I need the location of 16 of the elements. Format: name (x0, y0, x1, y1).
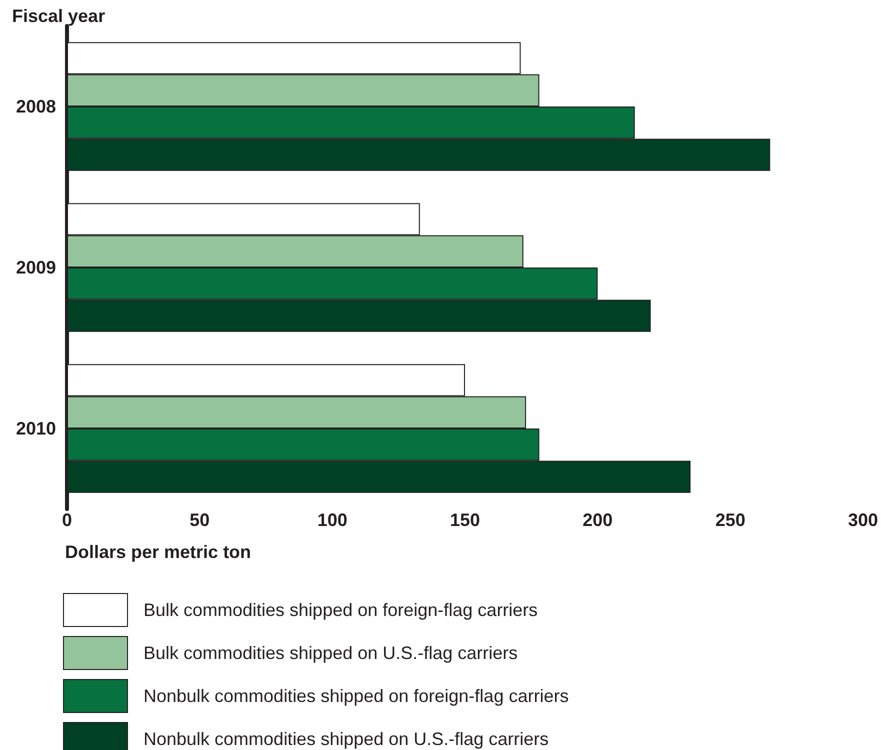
x-tick-label: 200 (582, 510, 613, 530)
x-tick-label: 50 (190, 510, 210, 530)
x-tick-label: 300 (848, 510, 878, 530)
x-tick-label: 150 (450, 510, 480, 530)
y-tick-label: 2008 (16, 96, 56, 116)
x-axis-title: Dollars per metric ton (65, 542, 252, 562)
x-tick-label: 0 (62, 510, 72, 530)
y-axis-title: Fiscal year (12, 6, 106, 26)
legend-label: Nonbulk commodities shipped on foreign-flag carriers (144, 686, 569, 706)
y-tick-label: 2009 (16, 258, 56, 278)
legend-label: Nonbulk commodities shipped on U.S.-flag carriers (144, 729, 549, 749)
x-tick-label: 100 (317, 510, 348, 530)
y-tick-label: 2010 (16, 418, 56, 438)
legend-label: Bulk commodities shipped on U.S.-flag carriers (144, 643, 518, 663)
legend-label: Bulk commodities shipped on foreign-flag carriers (144, 600, 538, 620)
x-tick-label: 250 (715, 510, 746, 530)
